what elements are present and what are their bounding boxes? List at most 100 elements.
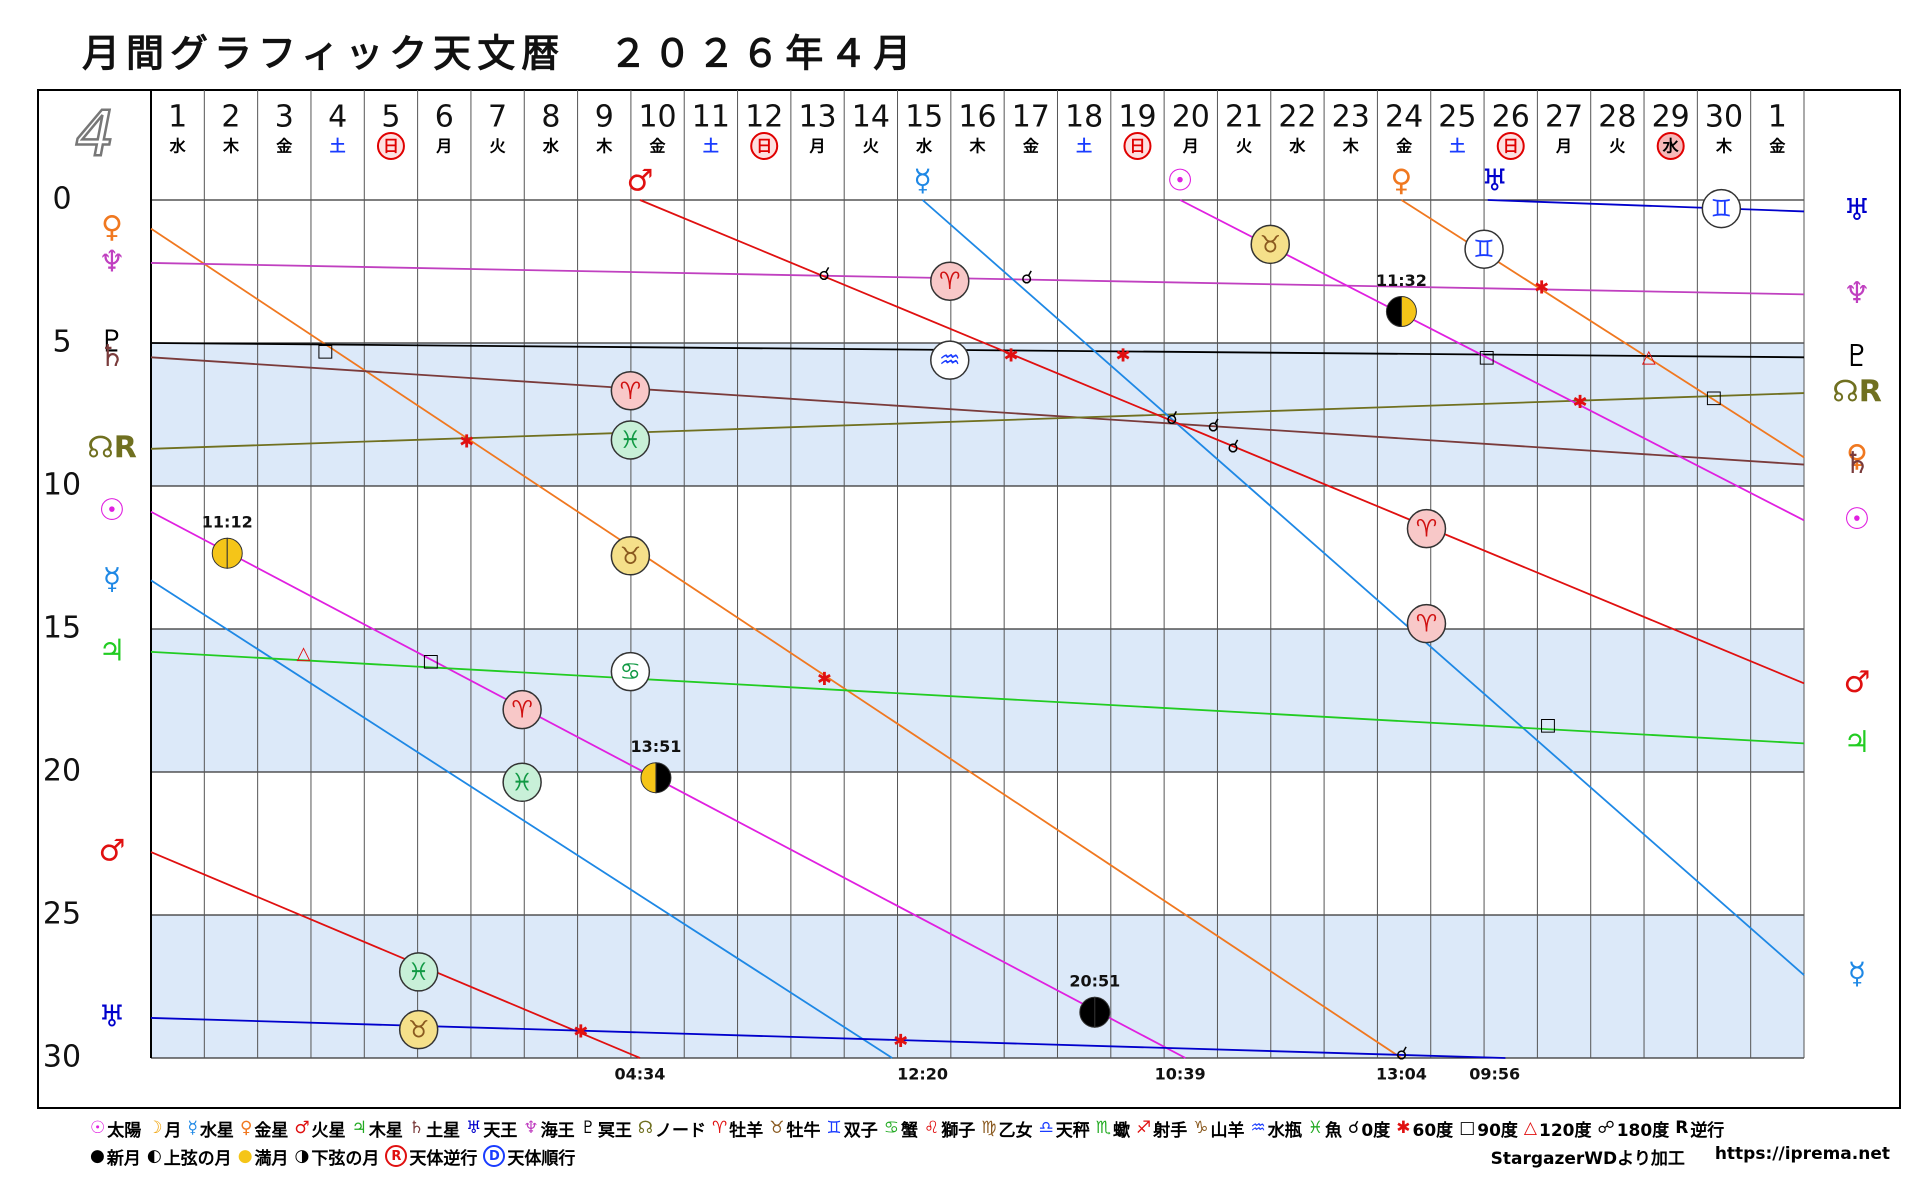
- legend-symbol: ♈: [712, 1118, 728, 1138]
- sign-glyph: ♈: [620, 377, 642, 405]
- weekday: 金: [1023, 137, 1040, 156]
- legend-symbol: ☿: [187, 1118, 198, 1138]
- legend-item: ♐ 射手: [1136, 1116, 1187, 1141]
- ingress-time: 12:20: [897, 1065, 948, 1084]
- planet-label-left: ☿: [103, 562, 121, 597]
- legend-symbol: ♒: [1250, 1118, 1266, 1138]
- legend-symbol: ♀: [239, 1118, 253, 1138]
- ingress-symbol: ♀: [1390, 164, 1412, 199]
- sign-marker: [502, 689, 542, 730]
- aspect-marker: ✱: [573, 1021, 588, 1042]
- legend-symbol: ♊: [826, 1118, 842, 1138]
- aspect-marker: ☌: [1208, 416, 1220, 437]
- aspect-marker: ☌: [1227, 436, 1239, 457]
- sign-glyph: ♊: [1711, 195, 1733, 223]
- legend-label: 上弦の月: [163, 1148, 232, 1169]
- weekday: 水: [1662, 137, 1680, 156]
- weekday: 水: [915, 137, 933, 156]
- day-number: 21: [1225, 100, 1263, 135]
- planet-line: [150, 579, 893, 1059]
- legend-symbol: ☍: [1597, 1118, 1615, 1138]
- page-title: 月間グラフィック天文暦 ２０２６年４月: [82, 32, 917, 76]
- weekday: 木: [968, 137, 986, 156]
- weekday: 土: [1076, 137, 1092, 156]
- legend-label: 山羊: [1210, 1120, 1245, 1141]
- day-number: 28: [1598, 100, 1636, 135]
- legend-label: 土星: [426, 1120, 461, 1141]
- weekday: 木: [1715, 137, 1733, 156]
- y-tick-label: 15: [43, 611, 81, 646]
- planet-label-right: ♇: [1844, 339, 1871, 374]
- ingress-time: 13:04: [1376, 1065, 1427, 1084]
- sign-marker: [1406, 508, 1447, 549]
- ingress-symbol: ☉: [1167, 164, 1194, 199]
- planet-line: [150, 342, 1805, 359]
- moon-right-half: [1094, 996, 1111, 1028]
- legend-label: 水瓶: [1267, 1120, 1302, 1141]
- credit: StargazerWDより加工: [1490, 1148, 1685, 1169]
- legend-item: ♈ 牡羊: [712, 1116, 763, 1141]
- weekday: 火: [490, 137, 506, 156]
- legend-label: 牡羊: [729, 1120, 764, 1141]
- sign-marker: [610, 536, 651, 576]
- aspect-marker: ✱: [893, 1031, 908, 1052]
- weekday: 月: [1555, 137, 1572, 156]
- legend-label: 180度: [1616, 1120, 1670, 1141]
- legend-item: ♑ 山羊: [1193, 1116, 1244, 1141]
- day-number: 26: [1492, 100, 1530, 135]
- legend-symbol: ✱: [1396, 1118, 1411, 1138]
- holiday-circle: [1496, 132, 1525, 160]
- legend-symbol: ♆: [523, 1118, 539, 1138]
- aspect-marker: □: [1705, 387, 1722, 408]
- ingress-symbol: ♂: [627, 164, 654, 199]
- legend-item: ♉ 牡牛: [769, 1116, 820, 1141]
- legend-label: 120度: [1539, 1120, 1592, 1141]
- sign-marker: [930, 261, 970, 301]
- day-number: 1: [1768, 100, 1787, 135]
- sign-marker: [502, 762, 542, 803]
- moon-right-half: [655, 762, 672, 794]
- legend-label: 逆行: [1690, 1120, 1725, 1141]
- legend-label: 金星: [254, 1120, 289, 1141]
- shaded-band: [151, 915, 1804, 1058]
- aspect-marker: ✱: [1572, 392, 1587, 413]
- legend-symbol: ◐: [146, 1146, 162, 1166]
- planet-label-left: ♃: [99, 633, 126, 668]
- weekday: 日: [1503, 137, 1519, 156]
- moon-right-half: [226, 537, 243, 569]
- planet-line: [150, 1017, 1506, 1059]
- legend-label: 火星: [311, 1120, 346, 1141]
- weekday: 木: [222, 137, 240, 156]
- holiday-circle: [1656, 132, 1685, 160]
- legend-label: 新月: [106, 1148, 141, 1169]
- weekday: 火: [1609, 137, 1625, 156]
- aspect-marker: △: [297, 643, 311, 664]
- aspect-marker: ✱: [817, 669, 832, 690]
- legend-item: ♇ 冥王: [581, 1116, 632, 1141]
- legend-label: 月: [164, 1120, 182, 1141]
- moon-left-half: [211, 537, 228, 569]
- planet-label-left: ♄: [99, 339, 126, 374]
- day-number: 1: [168, 100, 187, 135]
- legend-item: ♀ 金星: [240, 1116, 288, 1141]
- weekday: 土: [330, 137, 346, 156]
- holiday-circle: [750, 132, 779, 160]
- legend-symbol: ♃: [351, 1118, 367, 1138]
- day-number: 6: [435, 100, 454, 135]
- shaded-band: [151, 343, 1804, 486]
- legend-item: ☍ 180度: [1598, 1116, 1670, 1141]
- day-number: 17: [1012, 100, 1050, 135]
- y-tick-label: 10: [43, 468, 81, 503]
- moon-left-half: [1079, 996, 1096, 1028]
- sign-glyph: ♈: [939, 267, 961, 295]
- aspect-marker: □: [1540, 715, 1557, 736]
- legend-item: ◑ 下弦の月: [295, 1144, 380, 1169]
- day-number: 15: [905, 100, 943, 135]
- legend-symbol: ●: [237, 1146, 253, 1166]
- legend-symbol: ♎: [1038, 1118, 1054, 1138]
- sign-glyph: ♒: [939, 346, 961, 374]
- legend-symbol: R: [385, 1145, 408, 1167]
- sign-marker: [610, 420, 651, 460]
- ingress-time: 10:39: [1155, 1065, 1206, 1084]
- legend-label: 60度: [1412, 1120, 1454, 1141]
